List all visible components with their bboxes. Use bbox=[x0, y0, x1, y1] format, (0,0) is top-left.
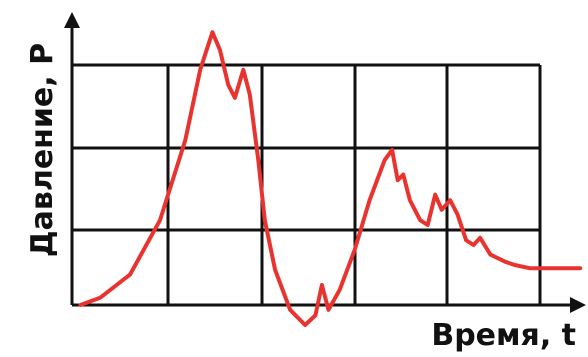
x-axis-label: Время, t bbox=[431, 318, 576, 353]
y-arrow bbox=[64, 12, 80, 28]
x-arrow bbox=[570, 297, 586, 313]
grid bbox=[72, 63, 542, 305]
y-axis-label: Давление, P bbox=[25, 43, 60, 257]
axes bbox=[64, 12, 586, 313]
data-line bbox=[78, 30, 583, 327]
